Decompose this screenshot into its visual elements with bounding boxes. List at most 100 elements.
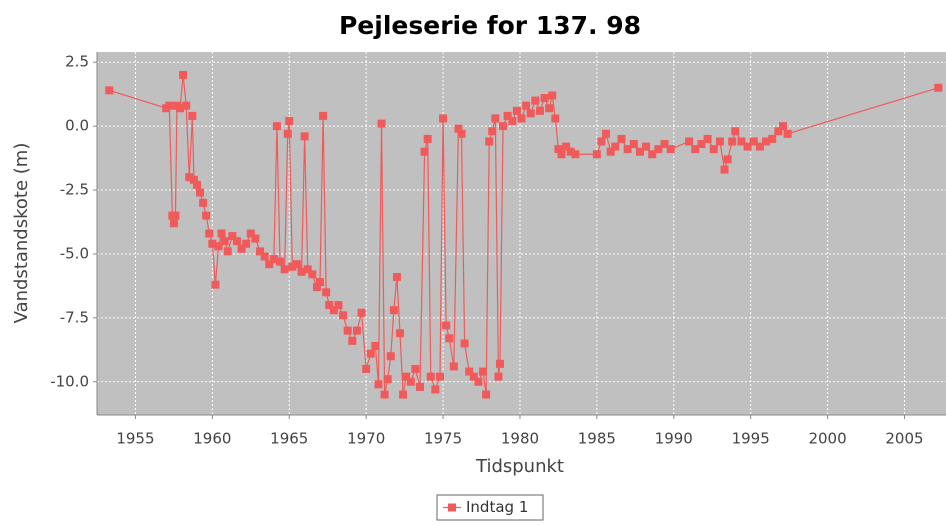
data-point xyxy=(503,111,512,120)
data-point xyxy=(611,142,620,151)
grid xyxy=(97,52,946,415)
data-point xyxy=(635,147,644,156)
data-point xyxy=(105,86,114,95)
data-point xyxy=(691,145,700,154)
data-point xyxy=(439,114,448,123)
data-point xyxy=(322,288,331,297)
data-point xyxy=(423,134,432,143)
data-point xyxy=(606,147,615,156)
data-point xyxy=(731,127,740,136)
legend-label: Indtag 1 xyxy=(466,498,528,516)
x-tick-label: 2005 xyxy=(885,430,923,448)
data-point xyxy=(755,142,764,151)
data-point xyxy=(557,150,566,159)
data-point xyxy=(482,390,491,399)
data-point xyxy=(934,83,943,92)
y-tick-label: -10.0 xyxy=(50,372,89,390)
x-tick-label: 1970 xyxy=(347,430,385,448)
data-point xyxy=(768,134,777,143)
data-point xyxy=(228,232,237,241)
data-point xyxy=(715,137,724,146)
data-point xyxy=(276,257,285,266)
data-point xyxy=(260,252,269,261)
data-point xyxy=(395,329,404,338)
plot-area xyxy=(97,52,946,415)
data-point xyxy=(182,101,191,110)
data-point xyxy=(329,306,338,315)
data-point xyxy=(531,96,540,105)
data-point xyxy=(697,140,706,149)
data-point xyxy=(592,150,601,159)
data-point xyxy=(402,372,411,381)
data-point xyxy=(297,267,306,276)
data-point xyxy=(548,91,557,100)
data-point xyxy=(242,239,251,248)
x-axis-label: Tidspunkt xyxy=(475,456,564,477)
data-point xyxy=(343,326,352,335)
data-point xyxy=(485,137,494,146)
legend-marker xyxy=(448,503,456,512)
data-point xyxy=(189,175,198,184)
data-point xyxy=(383,375,392,384)
data-point xyxy=(285,117,294,126)
data-point xyxy=(720,165,729,174)
data-point xyxy=(169,219,178,228)
data-point xyxy=(648,150,657,159)
data-point xyxy=(426,372,435,381)
data-point xyxy=(214,242,223,251)
data-point xyxy=(348,336,357,345)
data-point xyxy=(602,129,611,138)
data-point xyxy=(654,145,663,154)
data-point xyxy=(545,104,554,113)
data-point xyxy=(366,349,375,358)
data-point xyxy=(415,382,424,391)
data-point xyxy=(457,129,466,138)
y-tick-label: 2.5 xyxy=(65,53,89,71)
data-point xyxy=(303,265,312,274)
data-point xyxy=(597,137,606,146)
data-point xyxy=(566,147,575,156)
data-point xyxy=(185,173,194,182)
data-point xyxy=(774,127,783,136)
y-axis-label: Vandstandskote (m) xyxy=(11,143,32,324)
x-tick-label: 1995 xyxy=(732,430,770,448)
data-point xyxy=(629,140,638,149)
data-point xyxy=(709,145,718,154)
data-point xyxy=(251,234,260,243)
x-tick-label: 1960 xyxy=(193,430,231,448)
data-point xyxy=(288,262,297,271)
data-point xyxy=(272,122,281,131)
data-point xyxy=(445,334,454,343)
data-point xyxy=(778,122,787,131)
data-point xyxy=(540,94,549,103)
data-point xyxy=(728,137,737,146)
data-point xyxy=(479,367,488,376)
data-point xyxy=(171,211,180,220)
x-tick-label: 1980 xyxy=(501,430,539,448)
data-point xyxy=(217,229,226,238)
data-point xyxy=(474,377,483,386)
data-point xyxy=(512,106,521,115)
data-point xyxy=(232,237,241,246)
data-point xyxy=(202,211,211,220)
data-point xyxy=(199,198,208,207)
data-point xyxy=(269,255,278,264)
x-tick-label: 1990 xyxy=(655,430,693,448)
data-point xyxy=(165,101,174,110)
data-point xyxy=(300,132,309,141)
data-point xyxy=(325,301,334,310)
data-point xyxy=(743,142,752,151)
data-point xyxy=(223,247,232,256)
data-point xyxy=(517,114,526,123)
data-point xyxy=(749,137,758,146)
data-point xyxy=(551,114,560,123)
data-point xyxy=(526,109,535,118)
data-point xyxy=(316,278,325,287)
y-tick-label: -5.0 xyxy=(60,244,89,262)
x-tick-label: 1965 xyxy=(270,430,308,448)
data-point xyxy=(522,101,531,110)
data-point xyxy=(783,129,792,138)
data-point xyxy=(469,372,478,381)
data-point xyxy=(188,111,197,120)
